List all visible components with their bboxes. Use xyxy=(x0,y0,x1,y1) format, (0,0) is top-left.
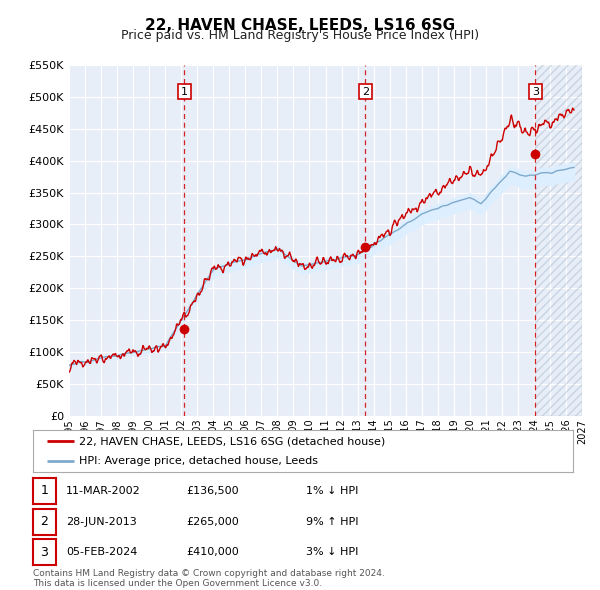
Text: 1% ↓ HPI: 1% ↓ HPI xyxy=(306,486,358,496)
Text: 2: 2 xyxy=(40,515,49,528)
Text: Contains HM Land Registry data © Crown copyright and database right 2024.
This d: Contains HM Land Registry data © Crown c… xyxy=(33,569,385,588)
Text: 2: 2 xyxy=(362,87,369,97)
Text: 9% ↑ HPI: 9% ↑ HPI xyxy=(306,517,359,526)
Text: 11-MAR-2002: 11-MAR-2002 xyxy=(66,486,141,496)
Text: 3: 3 xyxy=(40,546,49,559)
Text: 1: 1 xyxy=(40,484,49,497)
Text: £265,000: £265,000 xyxy=(186,517,239,526)
Text: 3% ↓ HPI: 3% ↓ HPI xyxy=(306,548,358,557)
Text: 3: 3 xyxy=(532,87,539,97)
Text: 28-JUN-2013: 28-JUN-2013 xyxy=(66,517,137,526)
Text: £136,500: £136,500 xyxy=(186,486,239,496)
Text: 22, HAVEN CHASE, LEEDS, LS16 6SG (detached house): 22, HAVEN CHASE, LEEDS, LS16 6SG (detach… xyxy=(79,437,385,447)
Text: HPI: Average price, detached house, Leeds: HPI: Average price, detached house, Leed… xyxy=(79,457,318,466)
Text: 1: 1 xyxy=(181,87,188,97)
Text: £410,000: £410,000 xyxy=(186,548,239,557)
Text: 05-FEB-2024: 05-FEB-2024 xyxy=(66,548,137,557)
Text: 22, HAVEN CHASE, LEEDS, LS16 6SG: 22, HAVEN CHASE, LEEDS, LS16 6SG xyxy=(145,18,455,32)
Text: Price paid vs. HM Land Registry's House Price Index (HPI): Price paid vs. HM Land Registry's House … xyxy=(121,30,479,42)
